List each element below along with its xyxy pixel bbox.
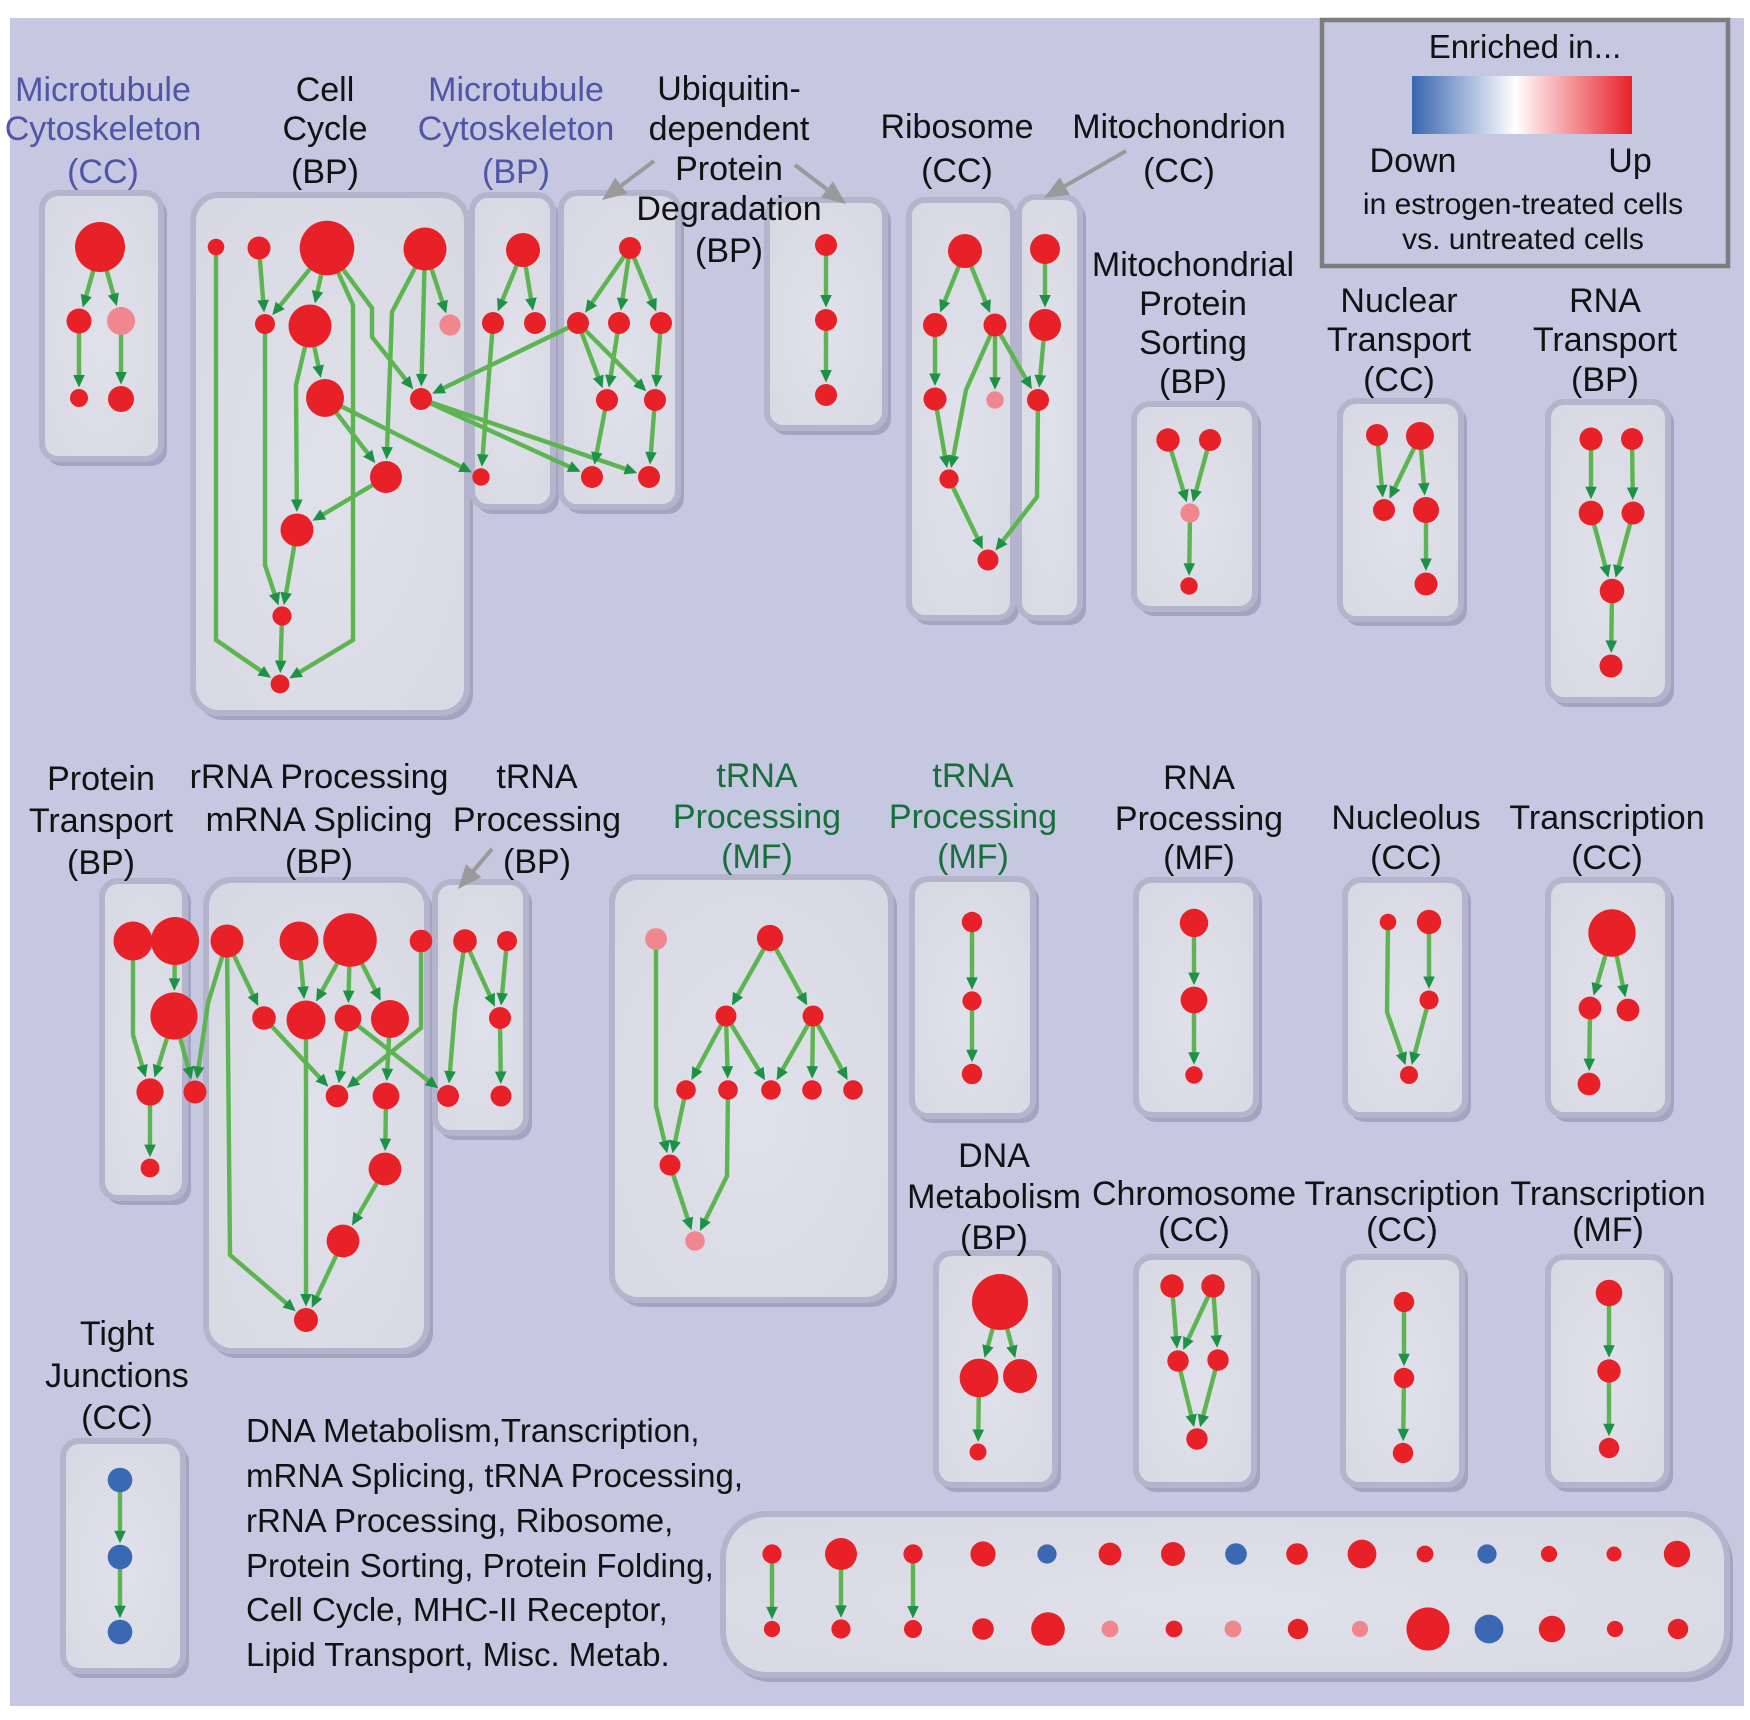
svg-text:(MF): (MF) [721, 838, 793, 876]
svg-text:in estrogen-treated cells: in estrogen-treated cells [1363, 188, 1683, 221]
svg-text:(MF): (MF) [937, 838, 1009, 876]
svg-text:Processing: Processing [673, 798, 841, 836]
svg-text:RNA: RNA [1163, 759, 1235, 797]
svg-text:tRNA: tRNA [932, 757, 1014, 795]
svg-text:(BP): (BP) [1571, 361, 1639, 399]
svg-text:Nuclear: Nuclear [1340, 282, 1457, 320]
svg-text:(BP): (BP) [960, 1219, 1028, 1257]
svg-text:(BP): (BP) [1159, 363, 1227, 401]
svg-text:Degradation: Degradation [636, 190, 821, 228]
svg-text:(CC): (CC) [81, 1399, 153, 1437]
svg-text:Processing: Processing [1115, 800, 1283, 838]
svg-text:(BP): (BP) [285, 843, 353, 881]
svg-text:(BP): (BP) [482, 153, 550, 191]
svg-text:Processing: Processing [453, 801, 621, 839]
svg-text:Enriched in...: Enriched in... [1429, 28, 1622, 65]
svg-text:Protein: Protein [675, 150, 783, 188]
svg-text:vs. untreated cells: vs. untreated cells [1402, 223, 1644, 256]
svg-text:Chromosome: Chromosome [1092, 1175, 1296, 1213]
svg-text:dependent: dependent [649, 110, 810, 148]
svg-text:(CC): (CC) [1370, 839, 1442, 877]
svg-text:(CC): (CC) [1571, 839, 1643, 877]
svg-text:Cytoskeleton: Cytoskeleton [418, 110, 615, 148]
svg-text:(BP): (BP) [695, 232, 763, 270]
svg-text:Junctions: Junctions [45, 1357, 189, 1395]
svg-text:(BP): (BP) [291, 153, 359, 191]
svg-text:tRNA: tRNA [496, 758, 578, 796]
svg-text:Transport: Transport [29, 802, 174, 840]
svg-text:(BP): (BP) [67, 844, 135, 882]
svg-text:Up: Up [1608, 142, 1651, 180]
svg-text:(MF): (MF) [1572, 1211, 1644, 1249]
svg-text:Protein: Protein [1139, 285, 1247, 323]
svg-text:(BP): (BP) [503, 843, 571, 881]
svg-text:Protein Sorting, Protein Foldi: Protein Sorting, Protein Folding, [246, 1547, 714, 1584]
svg-text:(CC): (CC) [1366, 1211, 1438, 1249]
svg-text:DNA Metabolism,Transcription,: DNA Metabolism,Transcription, [246, 1412, 700, 1449]
svg-text:Ribosome: Ribosome [880, 108, 1033, 146]
svg-text:DNA: DNA [958, 1137, 1030, 1175]
svg-text:Transport: Transport [1533, 321, 1678, 359]
svg-text:(CC): (CC) [1143, 152, 1215, 190]
svg-text:mRNA Splicing, tRNA Processing: mRNA Splicing, tRNA Processing, [246, 1457, 743, 1494]
svg-text:Metabolism: Metabolism [907, 1178, 1081, 1216]
svg-text:Transcription: Transcription [1510, 1175, 1705, 1213]
svg-text:Cell Cycle, MHC-II Receptor,: Cell Cycle, MHC-II Receptor, [246, 1591, 668, 1628]
svg-text:mRNA Splicing: mRNA Splicing [206, 801, 433, 839]
svg-text:Nucleolus: Nucleolus [1331, 799, 1480, 837]
svg-text:Transcription: Transcription [1509, 799, 1704, 837]
svg-text:Microtubule: Microtubule [428, 71, 604, 109]
svg-text:Protein: Protein [47, 760, 155, 798]
svg-text:RNA: RNA [1569, 282, 1641, 320]
svg-text:(CC): (CC) [1363, 361, 1435, 399]
svg-text:Cytoskeleton: Cytoskeleton [5, 110, 202, 148]
svg-text:Microtubule: Microtubule [15, 71, 191, 109]
svg-text:Transcription: Transcription [1304, 1175, 1499, 1213]
svg-text:Lipid Transport, Misc. Metab.: Lipid Transport, Misc. Metab. [246, 1636, 670, 1673]
svg-text:Mitochondrial: Mitochondrial [1092, 246, 1294, 284]
svg-text:Cycle: Cycle [282, 110, 367, 148]
svg-text:(CC): (CC) [67, 153, 139, 191]
svg-text:rRNA Processing: rRNA Processing [190, 758, 449, 796]
svg-text:Ubiquitin-: Ubiquitin- [657, 70, 801, 108]
svg-text:Sorting: Sorting [1139, 324, 1247, 362]
svg-text:Cell: Cell [296, 71, 355, 109]
svg-text:(MF): (MF) [1163, 839, 1235, 877]
svg-text:Processing: Processing [889, 798, 1057, 836]
svg-text:(CC): (CC) [1158, 1211, 1230, 1249]
svg-text:rRNA Processing, Ribosome,: rRNA Processing, Ribosome, [246, 1502, 673, 1539]
svg-text:Mitochondrion: Mitochondrion [1072, 108, 1286, 146]
svg-text:Tight: Tight [80, 1315, 155, 1353]
svg-text:Transport: Transport [1327, 321, 1472, 359]
svg-text:Down: Down [1370, 142, 1457, 180]
svg-text:(CC): (CC) [921, 152, 993, 190]
svg-text:tRNA: tRNA [716, 757, 798, 795]
